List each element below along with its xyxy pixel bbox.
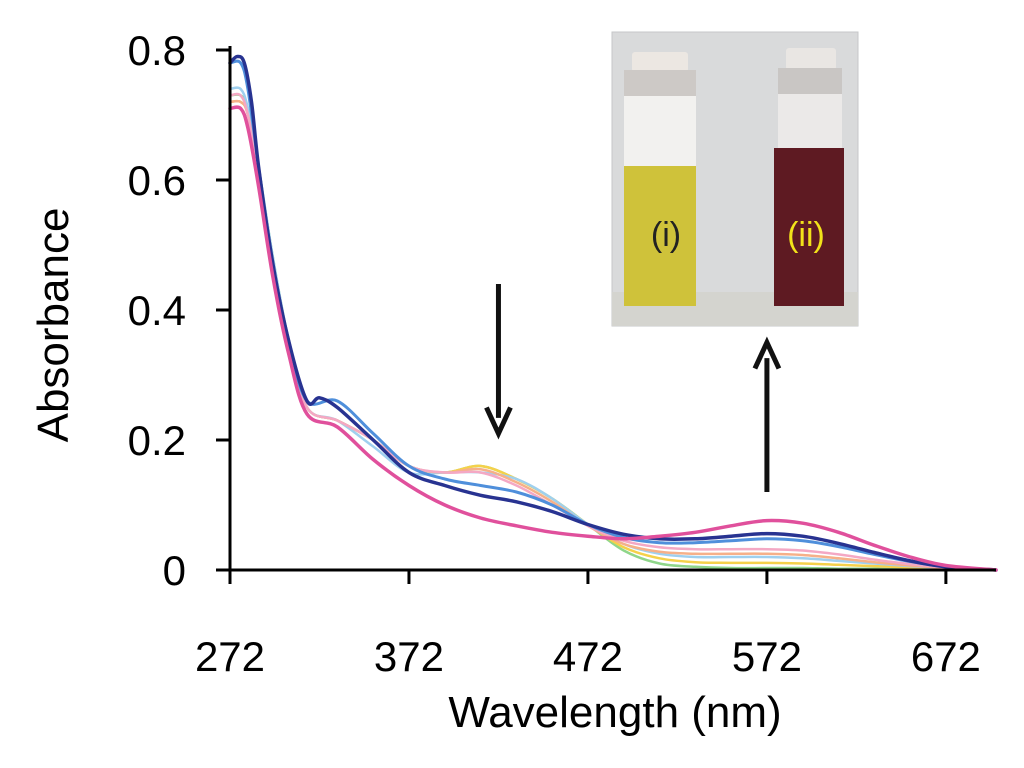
labels-layer: Absorbance Wavelength (nm) <box>29 208 782 737</box>
series-line-7 <box>228 54 998 572</box>
vial-i-label: (i) <box>651 216 681 254</box>
vial-ii-label: (ii) <box>787 216 825 254</box>
y-tick-label: 0.2 <box>128 417 186 464</box>
series-layer <box>228 54 998 572</box>
vial-i-cap <box>632 52 688 72</box>
x-axis-title: Wavelength (nm) <box>448 688 781 737</box>
arrow-head-down <box>484 406 513 440</box>
axes-layer: 0 0.2 0.4 0.6 0.8 272 372 472 572 672 <box>128 27 996 680</box>
arrow-head-up <box>752 336 782 370</box>
vial-ii-glass <box>778 94 842 150</box>
y-tick-label: 0.4 <box>128 287 186 334</box>
y-tick-label: 0.8 <box>128 27 186 74</box>
annotation-layer <box>484 284 782 492</box>
y-axis-title: Absorbance <box>29 208 78 443</box>
inset-vial-photo: (i) (ii) <box>611 31 859 327</box>
x-tick-label: 472 <box>553 633 623 680</box>
vial-i-glass <box>624 96 696 168</box>
vial-ii-cap <box>786 48 836 70</box>
series-line-8 <box>228 105 998 572</box>
y-tick-label: 0.6 <box>128 157 186 204</box>
vial-ii: (ii) <box>774 48 844 306</box>
vial-i-liquid <box>624 166 696 306</box>
vial-i-neck <box>624 70 696 96</box>
x-tick-label: 572 <box>732 633 802 680</box>
x-tick-label: 672 <box>911 633 981 680</box>
x-tick-label: 372 <box>374 633 444 680</box>
vial-ii-neck <box>778 68 842 94</box>
vial-i: (i) <box>624 52 696 306</box>
vial-ii-liquid <box>774 148 844 306</box>
x-tick-label: 272 <box>195 633 265 680</box>
y-tick-label: 0 <box>163 547 186 594</box>
